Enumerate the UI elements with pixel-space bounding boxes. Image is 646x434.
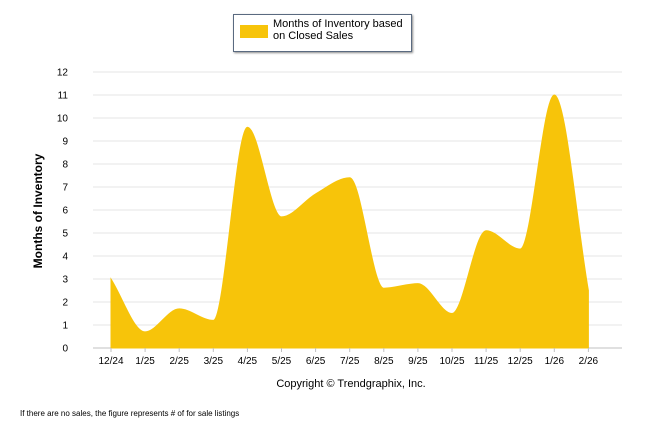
area-layer [110, 94, 589, 349]
legend: Months of Inventory based on Closed Sale… [233, 14, 412, 52]
x-axis-ticks: 12/24 1/25 2/25 3/25 4/25 5/25 6/25 7/25 8/25 9/2… [98, 348, 599, 367]
y-tick-label: 10 [57, 114, 69, 125]
y-tick-label: 1 [62, 321, 68, 332]
y-tick-label: 7 [62, 183, 68, 194]
x-tick-label: 7/25 [340, 356, 360, 367]
x-tick-label: 6/25 [306, 356, 326, 367]
x-tick-label: 10/25 [439, 356, 464, 367]
y-tick-label: 2 [62, 298, 68, 309]
x-tick-label: 3/25 [204, 356, 224, 367]
y-axis-label: Months of Inventory [31, 153, 45, 268]
x-tick-label: 9/25 [408, 356, 428, 367]
y-tick-label: 12 [57, 68, 69, 79]
y-tick-label: 4 [62, 252, 68, 263]
x-tick-label: 5/25 [272, 356, 292, 367]
y-tick-label: 0 [62, 344, 68, 355]
legend-swatch [240, 25, 268, 38]
y-tick-label: 8 [62, 160, 68, 171]
y-tick-label: 9 [62, 137, 68, 148]
legend-label: Months of Inventory based on Closed Sale… [273, 18, 403, 42]
x-tick-label: 8/25 [374, 356, 394, 367]
x-tick-label: 2/25 [169, 356, 189, 367]
x-tick-label: 1/26 [545, 356, 565, 367]
y-tick-label: 11 [58, 91, 69, 102]
y-tick-label: 3 [62, 275, 68, 286]
area-series [110, 94, 589, 349]
x-tick-label: 1/25 [135, 356, 155, 367]
y-tick-label: 6 [62, 206, 68, 217]
x-tick-label: 12/25 [508, 356, 533, 367]
y-tick-label: 5 [62, 229, 68, 240]
footnote: If there are no sales, the figure repres… [20, 409, 240, 418]
x-tick-label: 4/25 [238, 356, 258, 367]
x-tick-label: 12/24 [98, 356, 123, 367]
x-tick-label: 11/25 [474, 356, 499, 367]
x-tick-label: 2/26 [579, 356, 599, 367]
x-axis-copyright-label: Copyright © Trendgraphix, Inc. [276, 378, 425, 390]
